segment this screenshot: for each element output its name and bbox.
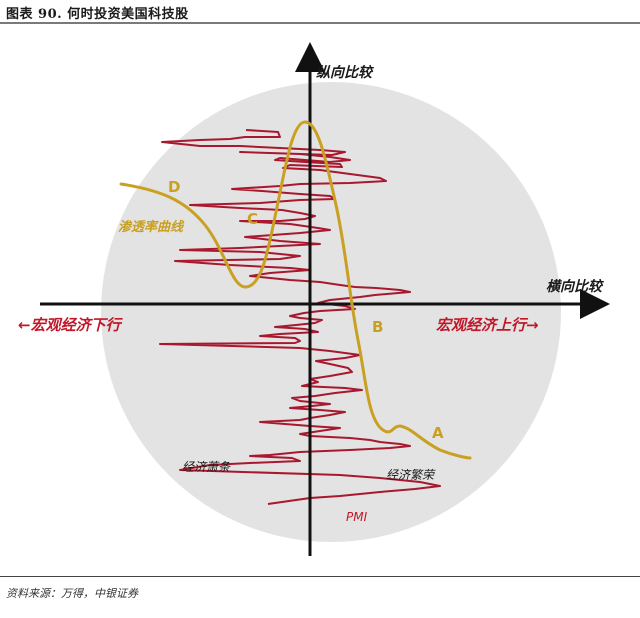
point-a-label: A [432,424,444,442]
recession-label: 经济萧条 [182,460,231,474]
bottom-divider [0,576,640,577]
penetration-curve-label: 渗透率曲线 [118,220,184,235]
penetration-curve [119,120,472,460]
vertical-axis-label: 纵向比较 [316,65,372,81]
macro-down-label: ←宏观经济下行 [18,316,121,334]
point-c-label: C [247,210,259,228]
point-d-label: D [168,178,181,196]
pmi-label: PMI [346,510,368,524]
top-divider [0,22,640,24]
background-circle [101,82,561,542]
source-note: 资料来源：万得，中银证券 [6,587,138,600]
figure-title: 图表 90. 何时投资美国科技股 [6,7,189,22]
macro-up-label: 宏观经济上行→ [436,316,539,334]
point-b-label: B [372,318,384,336]
horizontal-axis-label: 横向比较 [546,279,602,295]
boom-label: 经济繁荣 [386,468,435,482]
